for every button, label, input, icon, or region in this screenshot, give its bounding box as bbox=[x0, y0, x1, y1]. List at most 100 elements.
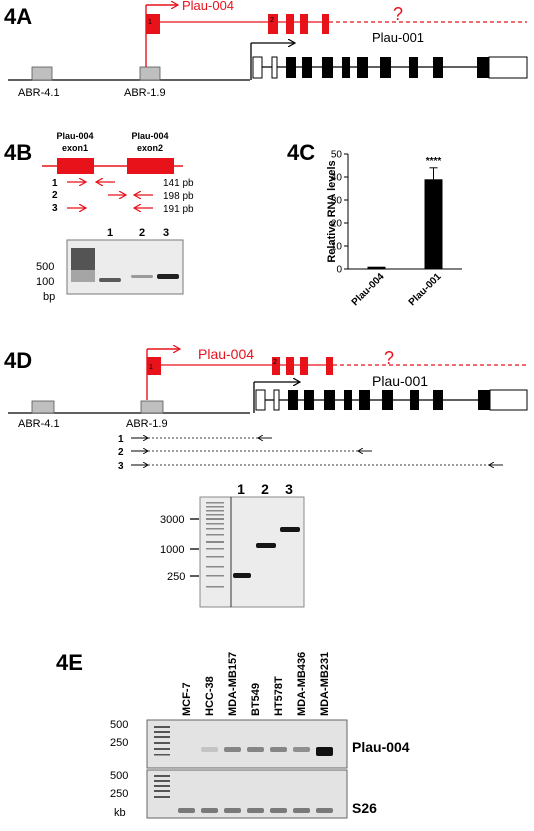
y-tick-label: 10 bbox=[331, 242, 343, 253]
gel-band bbox=[201, 808, 218, 813]
gel-band bbox=[293, 808, 310, 813]
gel-band bbox=[233, 573, 251, 578]
ladder-bottom-500: 500 bbox=[110, 770, 128, 782]
plau004-exon3 bbox=[286, 357, 294, 375]
cell-line-labels: MCF-7 HCC-38 MDA-MB157 BT549 HT578T MDA-MB436… bbox=[181, 652, 331, 716]
plau001-label: Plau-001 bbox=[372, 373, 428, 389]
panel-label-4e: 4E bbox=[56, 650, 83, 675]
plau004-exon1 bbox=[146, 14, 160, 34]
cell-line-label: MDA-MB157 bbox=[227, 652, 239, 716]
gel-band bbox=[316, 808, 333, 813]
y-tick-label: 0 bbox=[336, 265, 342, 276]
gel-ladder-unit: bp bbox=[43, 291, 55, 303]
plau001-exon bbox=[304, 390, 314, 410]
primer-pair-2-size: 198 pb bbox=[163, 191, 194, 202]
plau001-exon bbox=[342, 57, 350, 78]
plau004-exon5 bbox=[322, 14, 329, 34]
plau004-exon2 bbox=[272, 357, 280, 375]
gel-lane-3-label: 3 bbox=[285, 481, 293, 497]
exon1-block bbox=[57, 158, 94, 174]
plau004-exon1 bbox=[147, 357, 161, 375]
gel-plau004 bbox=[146, 719, 348, 769]
gel-band bbox=[247, 808, 264, 813]
exon1-title: Plau-004 bbox=[56, 131, 93, 141]
panel-4e: 4E MCF-7 HCC-38 MDA-MB157 BT549 HT578T MDA-MB… bbox=[56, 650, 410, 819]
panel-4d: 4D ABR-4.1 ABR-1.9 Plau-004 1 2 ? Plau-0… bbox=[4, 346, 528, 608]
plau004-exon4 bbox=[300, 357, 308, 375]
exon1-subtitle: exon1 bbox=[62, 143, 88, 153]
gel-lane-2-label: 2 bbox=[261, 481, 269, 497]
plau001-utr5 bbox=[255, 389, 266, 411]
gel-band bbox=[270, 747, 287, 752]
gel-band bbox=[270, 808, 287, 813]
plau001-label: Plau-001 bbox=[372, 30, 424, 45]
cell-line-label: MCF-7 bbox=[181, 682, 193, 716]
x-tick-label: Plau-004 bbox=[350, 271, 387, 308]
amplicon-1-label: 1 bbox=[118, 434, 124, 445]
plau001-exon bbox=[344, 390, 352, 410]
primer-pair-3-size: 191 pb bbox=[163, 204, 194, 215]
plau001-exon bbox=[324, 390, 335, 410]
gel-lane-3-label: 3 bbox=[163, 227, 169, 239]
gel-band bbox=[99, 278, 121, 282]
plau004-question-mark: ? bbox=[393, 4, 403, 24]
exon2-block bbox=[127, 158, 174, 174]
ladder-top-500: 500 bbox=[110, 719, 128, 731]
plau001-exon-noncoding bbox=[271, 56, 278, 79]
primer-pair-1-label: 1 bbox=[52, 178, 58, 189]
plau004-exon2-number: 2 bbox=[273, 359, 277, 366]
gel-bands-4e bbox=[178, 747, 333, 813]
gene-label-s26: S26 bbox=[352, 800, 377, 816]
exon2-subtitle: exon2 bbox=[137, 143, 163, 153]
gel-ladder-smear bbox=[71, 248, 95, 270]
gel-band bbox=[293, 747, 310, 752]
cell-line-label: MDA-MB436 bbox=[296, 652, 308, 716]
ladder-top-250: 250 bbox=[110, 737, 128, 749]
gel-ladder-500: 500 bbox=[36, 261, 54, 273]
y-tick-label: 50 bbox=[331, 150, 343, 161]
primer-pair-2-label: 2 bbox=[52, 190, 58, 201]
plau001-exon bbox=[322, 57, 333, 78]
plau001-exon bbox=[410, 390, 419, 410]
gel-band bbox=[280, 527, 300, 532]
plau004-label: Plau-004 bbox=[198, 346, 254, 362]
ladder-unit: kb bbox=[114, 807, 126, 819]
abr-4-1-label: ABR-4.1 bbox=[18, 418, 60, 430]
gel-band bbox=[131, 275, 153, 278]
ladder-bottom-250: 250 bbox=[110, 788, 128, 800]
significance-label: **** bbox=[426, 156, 442, 167]
plau001-utr3 bbox=[489, 389, 528, 411]
plau001-exon bbox=[288, 390, 298, 410]
bar-plau-001 bbox=[424, 179, 443, 269]
plau001-exon bbox=[409, 57, 418, 78]
gel-image-4d bbox=[199, 496, 305, 608]
gel-band bbox=[256, 543, 276, 548]
gel-band bbox=[247, 747, 264, 752]
plau001-exon-noncoding bbox=[273, 389, 280, 411]
exon2-title: Plau-004 bbox=[131, 131, 168, 141]
cell-line-label: BT549 bbox=[250, 683, 262, 716]
cell-line-label: MDA-MB231 bbox=[319, 652, 331, 716]
plau004-exon1-number: 1 bbox=[149, 364, 153, 371]
y-tick-label: 20 bbox=[331, 219, 343, 230]
gel-band bbox=[224, 808, 241, 813]
gel-band bbox=[316, 747, 333, 756]
cell-line-label: HT578T bbox=[273, 676, 285, 716]
panel-label-4b: 4B bbox=[4, 140, 32, 165]
gel-ladder-bands bbox=[154, 726, 170, 798]
abr-1-9-box bbox=[140, 400, 164, 414]
plau004-question-mark: ? bbox=[384, 348, 394, 368]
abr-1-9-label: ABR-1.9 bbox=[126, 418, 168, 430]
plau004-exon4 bbox=[300, 14, 308, 34]
gel-ladder-3000: 3000 bbox=[160, 514, 184, 526]
amplicon-2-label: 2 bbox=[118, 447, 124, 458]
panel-4a: 4A ABR-4.1 ABR-1.9 Plau-004 1 2 ? Plau-0… bbox=[4, 0, 528, 99]
cell-line-label: HCC-38 bbox=[204, 676, 216, 716]
gel-ladder-250: 250 bbox=[167, 571, 185, 583]
panel-label-4d: 4D bbox=[4, 348, 32, 373]
y-axis-label: Relative RNA levels bbox=[326, 160, 338, 262]
abr-1-9-box bbox=[139, 66, 161, 81]
plau001-exon bbox=[380, 57, 391, 78]
gel-band bbox=[178, 808, 195, 813]
